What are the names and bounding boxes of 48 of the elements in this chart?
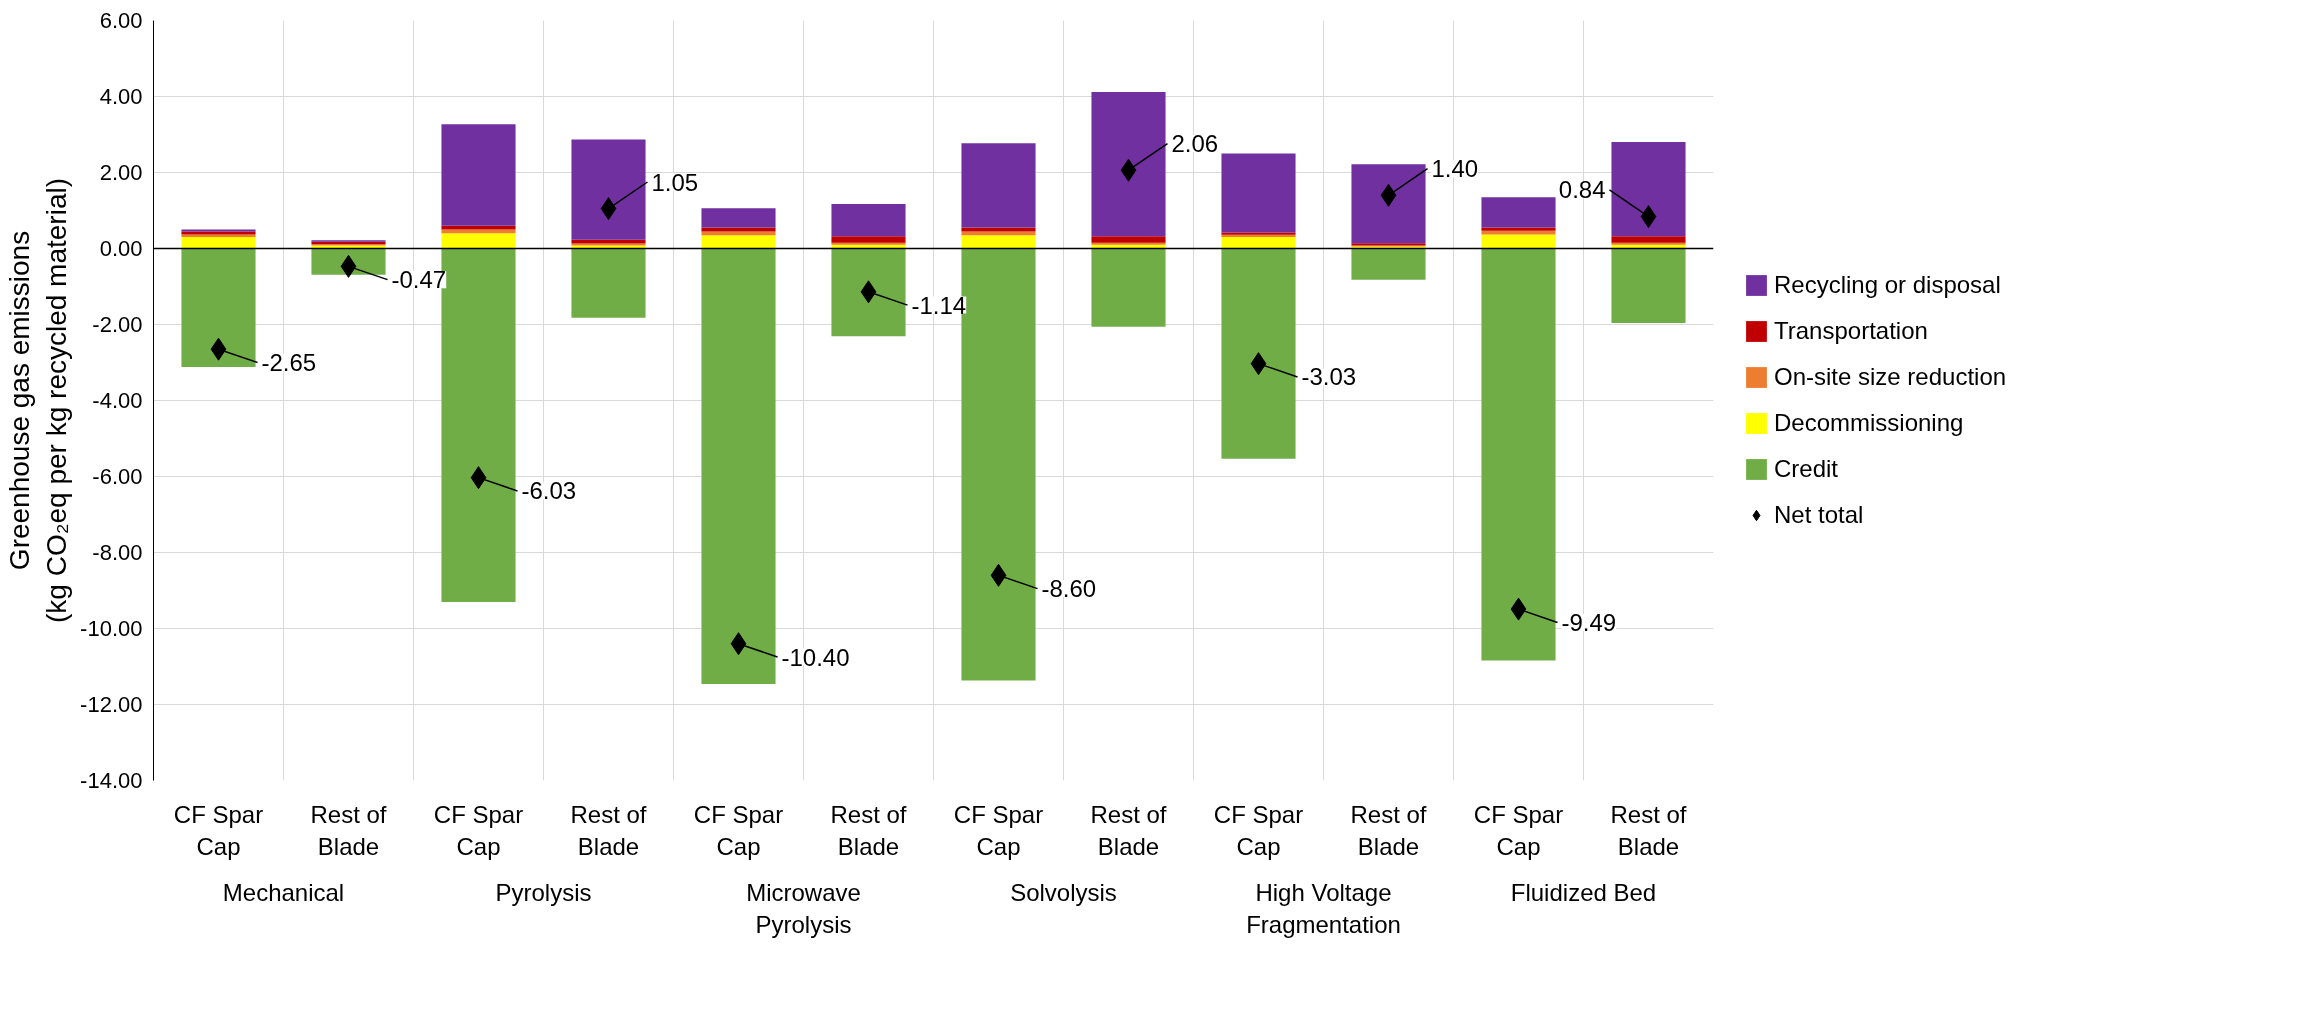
x-tick-label: Rest of Blade xyxy=(1350,800,1427,860)
text: Mechanical xyxy=(222,878,345,906)
y-tick-label: -10.00 xyxy=(80,616,143,641)
x-tick-label: Rest of Blade xyxy=(310,800,387,860)
x-tick-label: Rest of Blade xyxy=(1610,800,1687,860)
data-label: 1.05 xyxy=(651,168,699,196)
data-label: -9.49 xyxy=(1561,608,1617,636)
data-label: -6.03 xyxy=(521,477,577,505)
text: High Voltage Fragmentation xyxy=(1246,878,1401,938)
y-axis-title: Greenhouse gas emissions (kg CO₂eq per kg recycled material) xyxy=(3,177,73,624)
data-label: 2.06 xyxy=(1171,130,1219,158)
data-label: 0.84 xyxy=(1558,176,1606,204)
text: Fluidized Bed xyxy=(1510,878,1657,906)
data-label: -2.65 xyxy=(261,349,317,376)
legend-label: Decommissioning xyxy=(1774,409,1964,437)
text: Microwave Pyrolysis xyxy=(746,878,861,938)
y-tick-label: -8.00 xyxy=(92,540,143,565)
x-tick-label: CF Spar Cap xyxy=(173,800,264,860)
y-tick-label: 0.00 xyxy=(99,236,143,261)
y-tick-label: -14.00 xyxy=(80,768,143,793)
data-label: -1.14 xyxy=(911,291,967,319)
text: Pyrolysis xyxy=(495,878,592,906)
data-label: 1.40 xyxy=(1431,155,1479,183)
legend-label: Net total xyxy=(1774,501,1864,529)
data-label: -10.40 xyxy=(781,643,850,671)
legend-label: Recycling or disposal xyxy=(1774,271,2001,299)
y-tick-label: -4.00 xyxy=(92,388,143,413)
y-tick-label: 2.00 xyxy=(99,160,143,185)
data-label: -8.60 xyxy=(1041,575,1097,603)
x-tick-label: CF Spar Cap xyxy=(953,800,1044,860)
x-tick-label: CF Spar Cap xyxy=(693,800,784,860)
legend-label: Transportation xyxy=(1774,317,1928,345)
x-tick-label: CF Spar Cap xyxy=(1213,800,1304,860)
y-tick-label: -12.00 xyxy=(80,692,143,717)
y-tick-label: -2.00 xyxy=(92,312,143,337)
y-tick-label: 4.00 xyxy=(99,84,143,109)
y-tick-label: -6.00 xyxy=(92,464,143,489)
data-label: -3.03 xyxy=(1301,363,1357,391)
legend-label: On-site size reduction xyxy=(1774,363,2007,391)
legend-label: Credit xyxy=(1774,455,1839,483)
x-tick-label: Rest of Blade xyxy=(1090,800,1167,860)
x-tick-label: CF Spar Cap xyxy=(433,800,524,860)
data-label: -0.47 xyxy=(391,266,447,294)
text: Solvolysis xyxy=(1010,878,1117,906)
y-tick-label: 6.00 xyxy=(99,8,143,33)
x-tick-label: Rest of Blade xyxy=(570,800,647,860)
x-tick-label: Rest of Blade xyxy=(830,800,907,860)
x-tick-label: CF Spar Cap xyxy=(1473,800,1564,860)
